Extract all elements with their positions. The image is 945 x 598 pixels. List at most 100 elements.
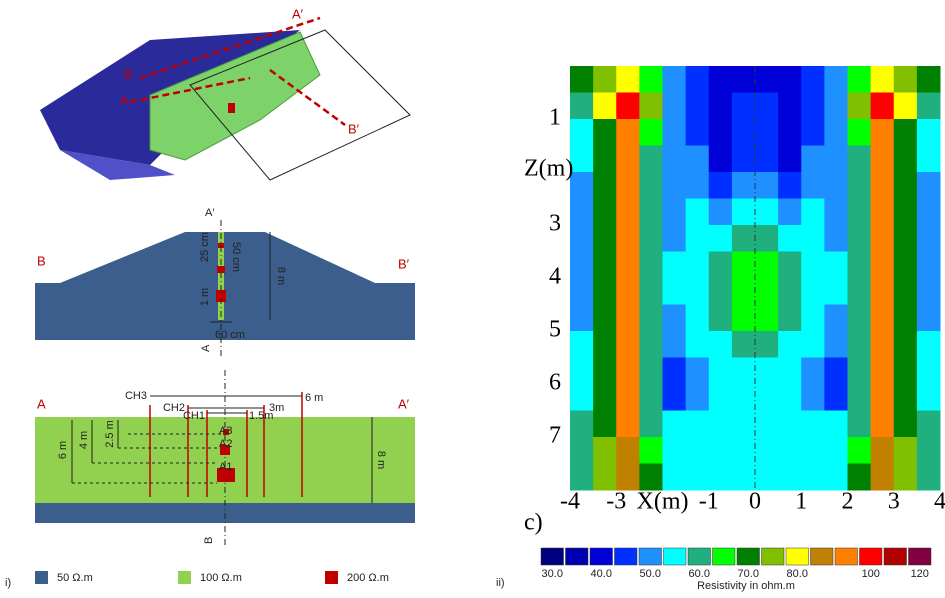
cell bbox=[917, 172, 941, 199]
cell bbox=[593, 464, 617, 491]
cell bbox=[686, 199, 710, 226]
cell bbox=[778, 437, 802, 464]
cell bbox=[871, 278, 895, 305]
cell bbox=[917, 358, 941, 385]
cell bbox=[894, 119, 918, 146]
cell bbox=[917, 278, 941, 305]
colorbar-swatch bbox=[590, 548, 613, 565]
cell bbox=[639, 331, 663, 358]
cell bbox=[732, 199, 756, 226]
cell bbox=[917, 119, 941, 146]
cell bbox=[871, 384, 895, 411]
cell bbox=[616, 384, 640, 411]
panel-label: c) bbox=[524, 510, 543, 536]
colorbar-tick-label: 30.0 bbox=[542, 568, 563, 580]
cell bbox=[686, 66, 710, 93]
cell bbox=[663, 331, 687, 358]
cell bbox=[755, 93, 779, 120]
label: A′ bbox=[205, 207, 214, 219]
cell bbox=[917, 305, 941, 332]
cell bbox=[732, 437, 756, 464]
cell bbox=[894, 252, 918, 279]
figure: A′ B A B′ B B′ A′ A 25 cm 50 cm 8 m 1 m … bbox=[0, 0, 945, 598]
cell bbox=[593, 172, 617, 199]
cell bbox=[824, 278, 848, 305]
colorbar-swatch bbox=[884, 548, 907, 565]
cell bbox=[570, 199, 594, 226]
cell bbox=[593, 66, 617, 93]
cell bbox=[848, 437, 872, 464]
cell bbox=[732, 278, 756, 305]
cell bbox=[570, 172, 594, 199]
cell bbox=[824, 437, 848, 464]
dimension: 8 m bbox=[275, 267, 287, 285]
cell bbox=[686, 172, 710, 199]
cell bbox=[570, 384, 594, 411]
dimension: 60 cm bbox=[215, 329, 245, 341]
cell bbox=[616, 411, 640, 438]
colorbar-swatch bbox=[688, 548, 711, 565]
cell bbox=[593, 252, 617, 279]
cell bbox=[871, 331, 895, 358]
colorbar-tick-label: 50.0 bbox=[640, 568, 661, 580]
cell bbox=[917, 66, 941, 93]
cell bbox=[709, 411, 733, 438]
cell bbox=[871, 146, 895, 173]
cell bbox=[801, 225, 825, 252]
colorbar-tick-label: 60.0 bbox=[689, 568, 710, 580]
cell bbox=[616, 119, 640, 146]
cell bbox=[801, 278, 825, 305]
colorbar-swatch bbox=[762, 548, 785, 565]
cell bbox=[593, 93, 617, 120]
cell bbox=[894, 437, 918, 464]
cell bbox=[593, 305, 617, 332]
cell bbox=[616, 305, 640, 332]
cell bbox=[755, 172, 779, 199]
cell bbox=[917, 331, 941, 358]
section-bb: B B′ A′ A 25 cm 50 cm 8 m 1 m 60 cm bbox=[35, 207, 415, 358]
cell bbox=[663, 225, 687, 252]
cell bbox=[755, 199, 779, 226]
cell bbox=[616, 172, 640, 199]
cell bbox=[755, 464, 779, 491]
cell bbox=[894, 358, 918, 385]
cell bbox=[593, 225, 617, 252]
cell bbox=[570, 66, 594, 93]
cell bbox=[871, 119, 895, 146]
cell bbox=[663, 305, 687, 332]
cell bbox=[824, 358, 848, 385]
cell bbox=[917, 437, 941, 464]
cell bbox=[616, 66, 640, 93]
cell bbox=[755, 305, 779, 332]
cell bbox=[871, 172, 895, 199]
cell bbox=[709, 331, 733, 358]
cell bbox=[639, 66, 663, 93]
y-tick-label: 6 bbox=[549, 370, 561, 396]
depth: 4 m bbox=[78, 431, 90, 449]
label: A′ bbox=[398, 396, 410, 411]
label: B′ bbox=[348, 121, 360, 136]
cell bbox=[824, 172, 848, 199]
heatmap: 134567-4-3-101234Z(m)X(m)30.040.050.060.… bbox=[524, 66, 945, 592]
cell bbox=[570, 278, 594, 305]
cell bbox=[801, 411, 825, 438]
cell bbox=[801, 199, 825, 226]
cell bbox=[871, 437, 895, 464]
y-tick-label: 5 bbox=[549, 317, 561, 343]
cell bbox=[778, 358, 802, 385]
cell bbox=[616, 225, 640, 252]
cell bbox=[686, 252, 710, 279]
cell bbox=[778, 331, 802, 358]
cell bbox=[709, 119, 733, 146]
cell bbox=[732, 146, 756, 173]
cell bbox=[639, 437, 663, 464]
cell bbox=[894, 66, 918, 93]
cell bbox=[848, 93, 872, 120]
cell bbox=[871, 358, 895, 385]
cell bbox=[639, 384, 663, 411]
y-axis-label: Z(m) bbox=[524, 156, 573, 182]
cell bbox=[639, 119, 663, 146]
cell bbox=[570, 225, 594, 252]
cell bbox=[778, 384, 802, 411]
cell bbox=[639, 305, 663, 332]
